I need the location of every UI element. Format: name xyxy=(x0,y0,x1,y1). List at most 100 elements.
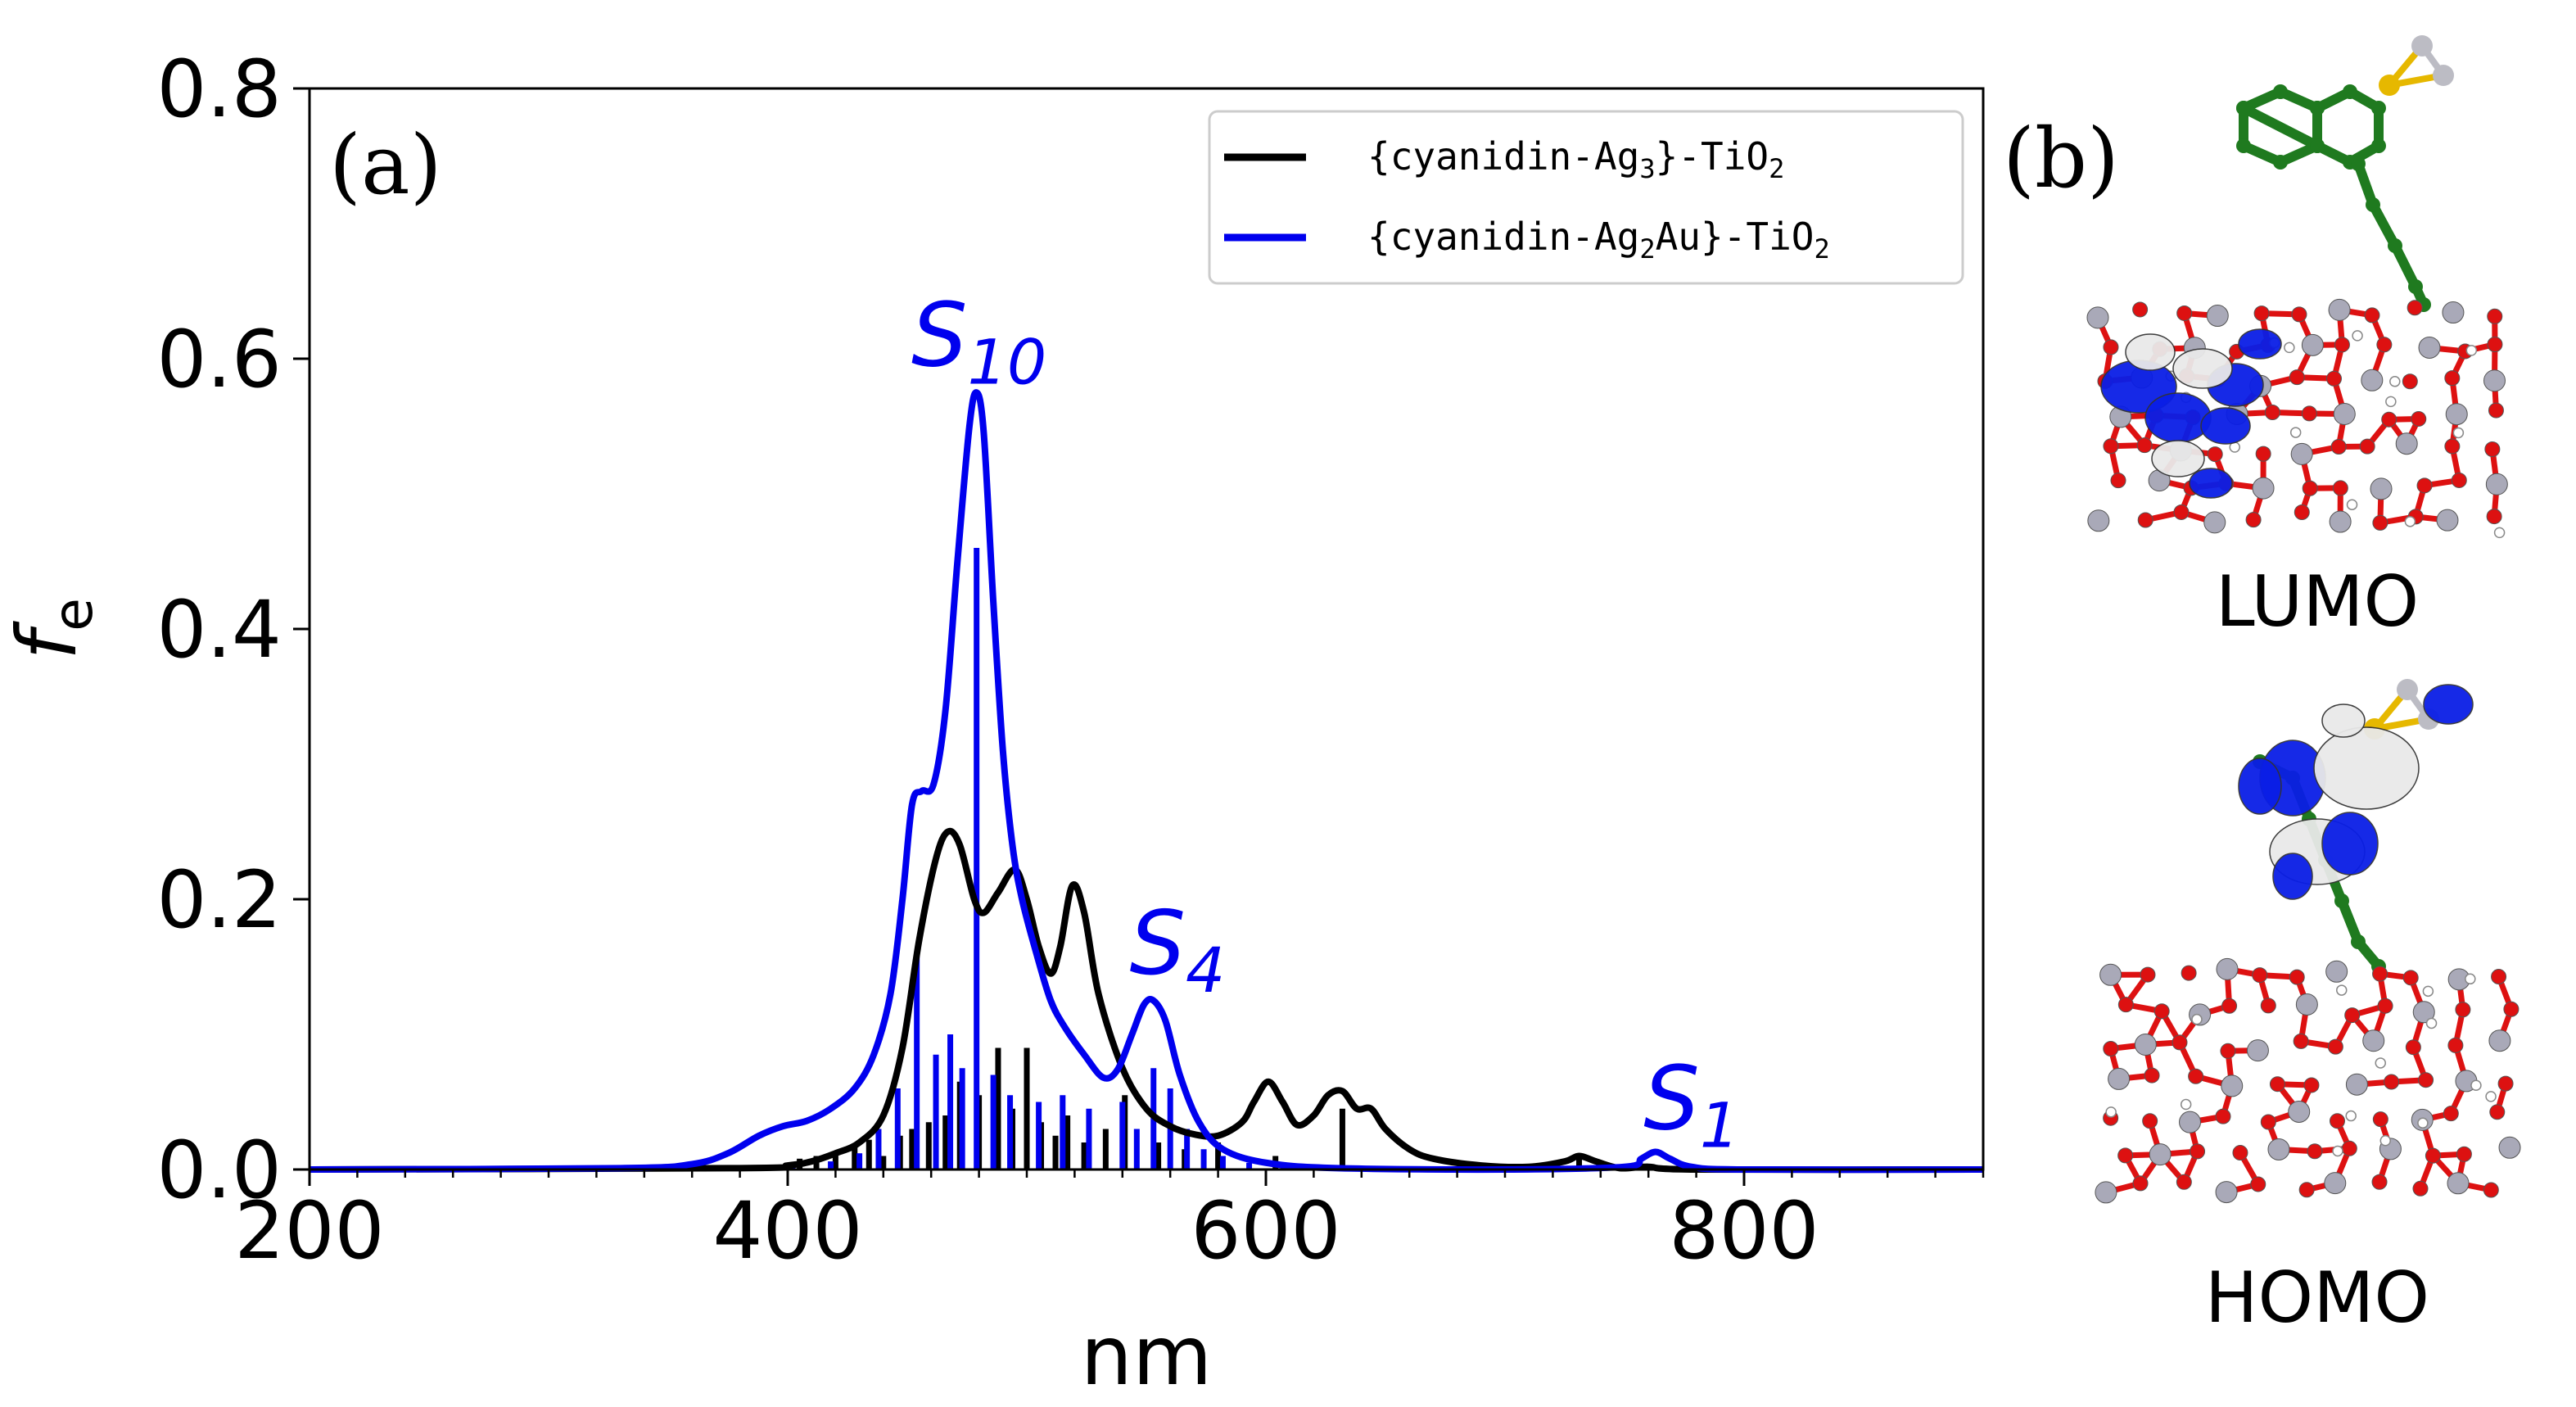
o-atom xyxy=(2140,966,2156,983)
o-atom xyxy=(2456,1146,2472,1162)
o-atom xyxy=(2332,480,2348,496)
ti-atom xyxy=(2370,477,2393,500)
panel-b-label: (b) xyxy=(2003,111,2119,206)
c-atom xyxy=(2273,155,2288,170)
h-atom xyxy=(2385,396,2397,408)
stick-1-11 xyxy=(990,1074,997,1169)
legend-0-pre: {cyanidin-Ag xyxy=(1367,134,1639,179)
h-atom xyxy=(2284,342,2295,354)
stick-1-5 xyxy=(894,1088,901,1169)
o-atom xyxy=(2220,1043,2236,1059)
stick-0-23 xyxy=(1215,1142,1222,1169)
o-atom xyxy=(2144,1067,2160,1084)
ti-atom xyxy=(2179,1111,2202,1133)
orbital-lobe xyxy=(2313,726,2420,810)
c-atom xyxy=(2371,101,2386,115)
ti-atom xyxy=(2345,1073,2368,1096)
x-tick-label: 600 xyxy=(1191,1185,1340,1277)
ligand-bond xyxy=(2390,241,2420,292)
x-tick-label: 400 xyxy=(712,1185,862,1277)
annotation-main: S xyxy=(911,284,968,387)
o-atom xyxy=(2407,300,2423,316)
stick-1-23 xyxy=(1246,1162,1253,1169)
o-atom xyxy=(2103,1041,2119,1057)
orbital-lobe xyxy=(2200,407,2251,445)
orbital-lobe xyxy=(2172,348,2233,389)
o-atom xyxy=(2372,966,2388,982)
legend-0-mid: }-TiO xyxy=(1656,134,1769,179)
o-atom xyxy=(2207,446,2223,463)
c-atom xyxy=(2366,197,2380,212)
o-atom xyxy=(2136,437,2153,454)
o-atom xyxy=(2181,965,2197,981)
ti-atom xyxy=(2361,369,2384,391)
o-atom xyxy=(2489,1104,2506,1120)
o-atom xyxy=(2372,1111,2388,1128)
stick-0-2 xyxy=(832,1153,838,1169)
h-atom xyxy=(2493,527,2506,539)
o-atom xyxy=(2486,509,2502,525)
ti-atom xyxy=(2099,963,2122,986)
o-atom xyxy=(2483,1182,2499,1198)
ti-atom xyxy=(2216,957,2239,980)
o-atom xyxy=(2405,1039,2421,1056)
o-atom xyxy=(2344,1007,2361,1024)
o-atom xyxy=(2307,1143,2323,1160)
o-atom xyxy=(2301,405,2317,422)
ti-atom xyxy=(2395,432,2418,455)
ti-atom xyxy=(2442,301,2465,324)
ag-atom xyxy=(2397,679,2418,700)
legend-1-sub1: 2 xyxy=(1639,233,1655,265)
ti-atom xyxy=(2362,1029,2385,1052)
o-atom xyxy=(2330,439,2347,455)
ti-atom xyxy=(2436,509,2459,532)
h-atom xyxy=(2105,1106,2117,1118)
o-atom xyxy=(2411,410,2427,427)
ti-atom xyxy=(2412,1001,2435,1024)
o-atom xyxy=(2137,512,2153,528)
x-axis-label: nm xyxy=(1081,1308,1213,1404)
h-atom xyxy=(2452,427,2465,439)
c-atom xyxy=(2236,101,2251,115)
orbital-lobe xyxy=(2272,853,2313,900)
ag-atom xyxy=(2411,35,2433,57)
curve-series-1 xyxy=(309,389,1984,1174)
legend-0-sub2: 2 xyxy=(1769,153,1784,184)
o-atom xyxy=(2377,998,2393,1014)
stick-0-9 xyxy=(942,1115,949,1169)
o-atom xyxy=(2188,1068,2204,1084)
o-atom xyxy=(2302,480,2318,496)
stick-0-3 xyxy=(852,1145,858,1169)
y-tick-label: 0.2 xyxy=(156,854,282,946)
ti-atom xyxy=(2246,1039,2269,1062)
stick-1-15 xyxy=(1086,1108,1092,1169)
ti-atom xyxy=(2445,403,2468,426)
o-atom xyxy=(2173,504,2190,520)
legend-1-pre: {cyanidin-Ag xyxy=(1367,215,1639,259)
h-atom xyxy=(2336,984,2348,996)
stick-0-19 xyxy=(1102,1129,1109,1169)
ti-atom xyxy=(2301,333,2324,356)
legend-entry-blue: {cyanidin-Ag2Au}-TiO2 xyxy=(1367,215,1830,265)
ti-atom xyxy=(2290,442,2313,465)
o-atom xyxy=(2293,1033,2309,1049)
o-atom xyxy=(2487,308,2503,324)
stick-0-16 xyxy=(1052,1135,1059,1169)
h-atom xyxy=(2345,1110,2357,1122)
stick-1-16 xyxy=(1119,1102,1126,1169)
y-tick-label: 0.8 xyxy=(156,43,282,135)
h-atom xyxy=(2465,345,2478,356)
o-atom xyxy=(2376,337,2393,353)
h-atom xyxy=(2470,1079,2482,1091)
broadened-spectrum-layer xyxy=(309,389,1984,1174)
stick-spectrum-layer xyxy=(766,548,1661,1169)
x-tick-label: 800 xyxy=(1669,1185,1819,1277)
stick-1-2 xyxy=(828,1161,834,1169)
homo-orbital-lobes xyxy=(2238,684,2474,900)
orbital-lobe xyxy=(2238,328,2282,360)
ti-atom xyxy=(2252,477,2275,500)
ti-atom xyxy=(2206,305,2229,328)
ti-atom xyxy=(2288,1100,2311,1123)
h-atom xyxy=(2332,1145,2343,1157)
